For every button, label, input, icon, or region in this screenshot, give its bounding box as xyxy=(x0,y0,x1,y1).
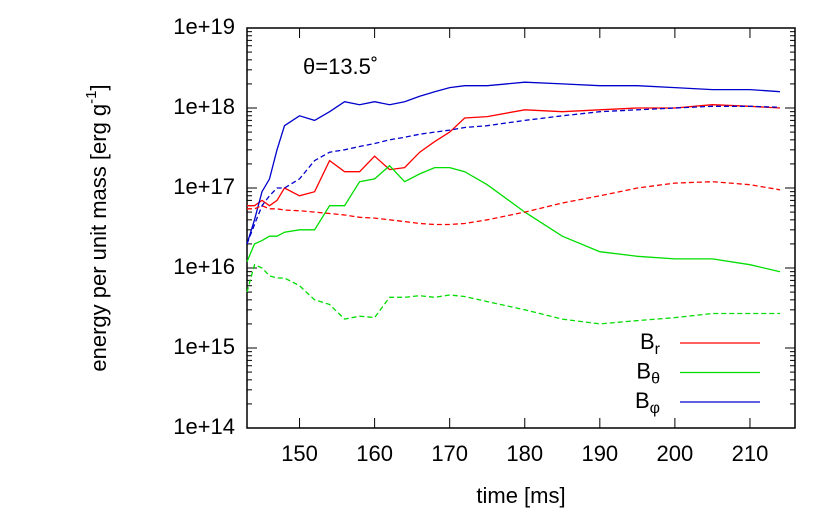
x-tick-label: 180 xyxy=(506,441,543,466)
y-tick-label: 1e+14 xyxy=(173,414,235,439)
x-tick-label: 150 xyxy=(281,441,318,466)
x-tick-label: 200 xyxy=(657,441,694,466)
x-tick-label: 190 xyxy=(581,441,618,466)
annotation: θ=13.5˚ xyxy=(303,54,378,79)
series-line xyxy=(247,181,781,226)
legend-label: Bθ xyxy=(636,358,660,387)
series-line xyxy=(247,104,781,207)
y-tick-label: 1e+16 xyxy=(173,254,235,279)
series-line xyxy=(246,164,781,273)
legend-label: Br xyxy=(640,329,661,358)
y-axis-label: energy per unit mass [erg g-1] xyxy=(83,84,111,371)
x-tick-label: 210 xyxy=(732,441,769,466)
y-tick-label: 1e+15 xyxy=(173,334,235,359)
y-tick-label: 1e+19 xyxy=(173,14,235,39)
series-line xyxy=(246,81,781,245)
series-line xyxy=(246,105,781,245)
x-tick-label: 170 xyxy=(431,441,468,466)
y-tick-label: 1e+17 xyxy=(173,174,235,199)
plot-frame xyxy=(246,27,796,429)
legend-label: Bφ xyxy=(635,388,660,417)
x-axis-label: time [ms] xyxy=(476,483,565,508)
y-tick-label: 1e+18 xyxy=(173,94,235,119)
series-line xyxy=(246,263,780,325)
x-tick-label: 160 xyxy=(356,441,393,466)
